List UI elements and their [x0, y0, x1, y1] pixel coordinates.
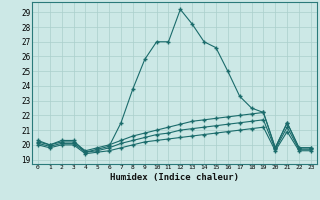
X-axis label: Humidex (Indice chaleur): Humidex (Indice chaleur) — [110, 173, 239, 182]
